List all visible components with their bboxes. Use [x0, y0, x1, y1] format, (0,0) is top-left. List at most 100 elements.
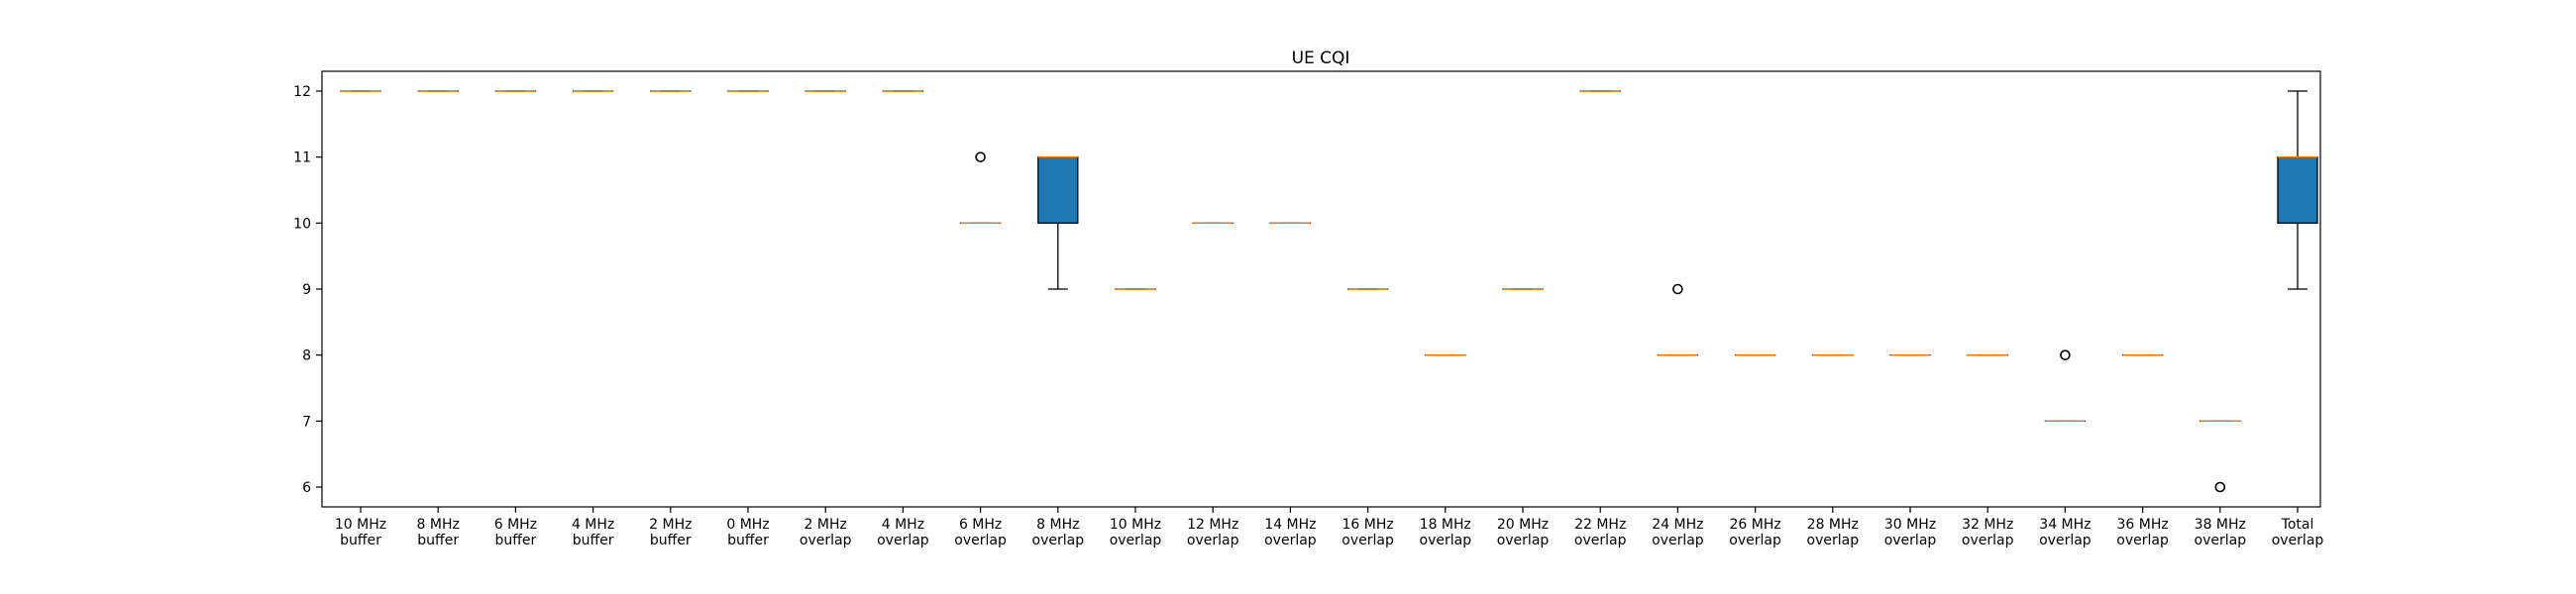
x-tick-label-line: overlap: [800, 533, 852, 548]
outlier-point: [1672, 283, 1683, 295]
plot-area-frame: [321, 70, 2321, 508]
x-tick-label: Total overlap: [2272, 517, 2324, 548]
box-body: [2277, 156, 2318, 224]
x-tick-label: 2 MHz overlap: [800, 517, 852, 548]
x-tick-label-line: buffer: [417, 533, 459, 548]
x-tick-label-line: 10 MHz: [335, 517, 386, 533]
x-tick-label: 10 MHz buffer: [335, 517, 386, 548]
x-tick-label-line: overlap: [1342, 533, 1394, 548]
x-tick-label-line: overlap: [1729, 533, 1781, 548]
y-tick-label: 6: [302, 480, 311, 496]
x-tick-label-line: 30 MHz: [1884, 517, 1936, 533]
outlier-point: [2214, 481, 2226, 493]
x-tick-label-line: buffer: [495, 533, 537, 548]
box-item: [2200, 420, 2241, 493]
y-tick-label: 12: [293, 84, 311, 100]
x-tick-label-line: 22 MHz: [1574, 517, 1626, 533]
y-tick-label: 7: [302, 414, 311, 430]
x-tick-label: 4 MHz overlap: [877, 517, 929, 548]
x-tick-label-line: overlap: [1110, 533, 1162, 548]
x-tick-label-line: 16 MHz: [1342, 517, 1393, 533]
y-tick-label: 9: [302, 282, 311, 298]
x-tick-label: 18 MHz overlap: [1420, 517, 1472, 548]
x-tick-label: 38 MHz overlap: [2195, 517, 2247, 548]
x-tick-label-line: buffer: [573, 533, 614, 548]
x-tick-label-line: overlap: [877, 533, 929, 548]
x-tick-label-line: 34 MHz: [2039, 517, 2091, 533]
x-tick-label-line: 28 MHz: [1807, 517, 1859, 533]
outlier-point: [975, 151, 986, 162]
x-tick-label-line: buffer: [340, 533, 381, 548]
y-tick-label: 11: [293, 150, 311, 166]
x-tick-label-line: 2 MHz: [649, 517, 692, 533]
chart-title: UE CQI: [1292, 49, 1350, 68]
x-tick-label: 34 MHz overlap: [2039, 517, 2092, 548]
x-tick-label-line: 2 MHz: [805, 517, 847, 533]
x-tick-label-line: 6 MHz: [494, 517, 537, 533]
x-tick-label: 8 MHz overlap: [1032, 517, 1085, 548]
x-tick-label-line: 14 MHz: [1264, 517, 1316, 533]
x-tick-label-line: 36 MHz: [2116, 517, 2168, 533]
x-tick-label: 4 MHz buffer: [572, 517, 614, 548]
x-tick-label: 0 MHz buffer: [726, 517, 769, 548]
x-tick-label: 22 MHz overlap: [1574, 517, 1627, 548]
x-tick-label: 6 MHz buffer: [494, 517, 537, 548]
y-axis: 6 7 8 9 10 11 12: [293, 84, 322, 496]
x-tick-label-line: Total: [2281, 517, 2314, 533]
x-tick-label: 28 MHz overlap: [1807, 517, 1860, 548]
box-item: [1037, 155, 1079, 290]
x-tick-label-line: overlap: [1884, 533, 1937, 548]
x-tick-label-line: overlap: [1187, 533, 1239, 548]
x-tick-label: 14 MHz overlap: [1264, 517, 1317, 548]
x-tick-label-line: 10 MHz: [1110, 517, 1161, 533]
x-tick-label-line: 12 MHz: [1187, 517, 1238, 533]
x-tick-label-line: buffer: [650, 533, 692, 548]
y-tick-label: 8: [302, 348, 311, 364]
box-item: [2044, 349, 2087, 423]
x-tick-label: 8 MHz buffer: [417, 517, 460, 548]
outlier-point: [2060, 349, 2071, 360]
x-tick-label-line: overlap: [2195, 533, 2247, 548]
x-tick-label: 30 MHz overlap: [1884, 517, 1937, 548]
x-tick-label-line: 26 MHz: [1729, 517, 1780, 533]
x-tick-label: 6 MHz overlap: [954, 517, 1007, 548]
x-tick-label: 36 MHz overlap: [2116, 517, 2169, 548]
x-tick-label: 20 MHz overlap: [1497, 517, 1550, 548]
x-tick-label-line: 20 MHz: [1497, 517, 1549, 533]
box-body: [1037, 156, 1079, 224]
x-tick-label: 12 MHz overlap: [1187, 517, 1239, 548]
x-tick-label-line: overlap: [1420, 533, 1472, 548]
box-item: [2277, 90, 2318, 290]
y-tick-label: 10: [293, 216, 311, 232]
x-tick-label: 2 MHz buffer: [649, 517, 692, 548]
x-tick-label: 32 MHz overlap: [1962, 517, 2014, 548]
x-tick-label-line: overlap: [954, 533, 1007, 548]
x-tick-label-line: overlap: [2272, 533, 2324, 548]
box-item: [1657, 283, 1699, 356]
box-item: [959, 151, 1002, 225]
x-tick-label: 16 MHz overlap: [1342, 517, 1394, 548]
x-tick-label-line: overlap: [1264, 533, 1317, 548]
x-tick-label-line: overlap: [1652, 533, 1704, 548]
x-tick-label-line: overlap: [1574, 533, 1627, 548]
x-tick-label-line: 38 MHz: [2195, 517, 2246, 533]
x-tick-label-line: 8 MHz: [1036, 517, 1079, 533]
box-series: [340, 90, 2318, 493]
x-tick-label-line: overlap: [2116, 533, 2169, 548]
x-tick-label-line: 32 MHz: [1962, 517, 2013, 533]
x-tick-label-line: 24 MHz: [1652, 517, 1703, 533]
x-tick-label-line: buffer: [727, 533, 769, 548]
x-tick-label-line: 6 MHz: [959, 517, 1002, 533]
x-tick-label: 10 MHz overlap: [1110, 517, 1162, 548]
x-tick-label-line: 18 MHz: [1420, 517, 1471, 533]
x-tick-label-line: overlap: [1497, 533, 1550, 548]
x-tick-label-line: 0 MHz: [726, 517, 769, 533]
x-tick-label-line: overlap: [1962, 533, 2014, 548]
x-tick-label-line: overlap: [1807, 533, 1860, 548]
x-tick-label: 24 MHz overlap: [1652, 517, 1704, 548]
x-tick-label-line: overlap: [2039, 533, 2092, 548]
x-tick-label: 26 MHz overlap: [1729, 517, 1781, 548]
x-tick-label-line: 4 MHz: [572, 517, 614, 533]
x-tick-label-line: 8 MHz: [417, 517, 460, 533]
